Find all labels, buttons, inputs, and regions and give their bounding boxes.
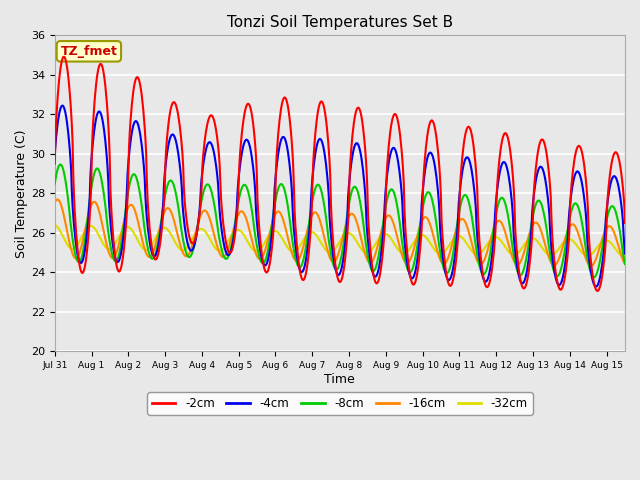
Legend: -2cm, -4cm, -8cm, -16cm, -32cm: -2cm, -4cm, -8cm, -16cm, -32cm	[147, 392, 532, 415]
Title: Tonzi Soil Temperatures Set B: Tonzi Soil Temperatures Set B	[227, 15, 453, 30]
Y-axis label: Soil Temperature (C): Soil Temperature (C)	[15, 129, 28, 257]
X-axis label: Time: Time	[324, 372, 355, 386]
Text: TZ_fmet: TZ_fmet	[60, 45, 117, 58]
